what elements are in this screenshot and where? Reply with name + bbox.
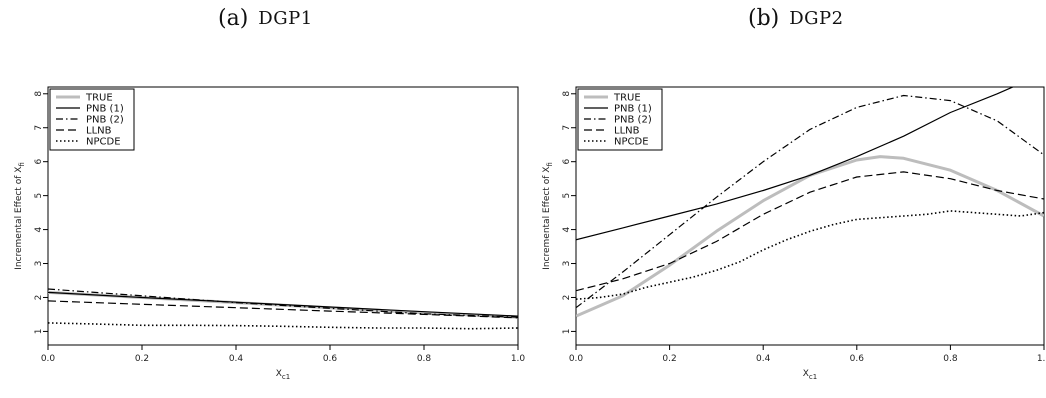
- chart0-x-tick-label: 0.8: [417, 354, 432, 364]
- panel-a-letter: (a): [218, 5, 249, 31]
- chart0-x-tick-label: 0.0: [41, 354, 56, 364]
- chart0-y-tick-label: 2: [34, 295, 44, 301]
- chart1-y-tick-label: 4: [562, 226, 572, 232]
- chart1-y-tick-label: 8: [562, 91, 572, 97]
- chart0-y-tick-label: 1: [34, 329, 44, 335]
- chart1-x-axis-title-sub: c1: [809, 373, 817, 381]
- chart0-y-tick-label: 4: [34, 226, 44, 232]
- chart0-legend-label: TRUE: [85, 93, 113, 104]
- chart1-y-tick-label: 5: [562, 193, 572, 199]
- chart0-y-tick-label: 7: [34, 125, 44, 131]
- chart0-x-axis-title-main: X: [276, 369, 282, 379]
- chart1-x-axis-title: Xc1: [803, 369, 817, 381]
- chart0-y-tick-label: 8: [34, 91, 44, 97]
- chart0-y-tick-label: 6: [34, 159, 44, 165]
- chart1-y-tick-label: 3: [562, 261, 572, 267]
- chart0-y-tick-label: 3: [34, 261, 44, 267]
- chart1-y-axis-title: Incremental Effect of Xfi: [542, 162, 554, 270]
- chart1-series-llnb: [576, 171, 1044, 292]
- chart1-x-tick-label: 0.4: [756, 354, 771, 364]
- chart0-legend-label: LLNB: [86, 126, 112, 137]
- chart1-series-pnb-2: [576, 94, 1044, 309]
- panel-a-name: DGP1: [258, 7, 313, 29]
- chart1-series-npcde: [576, 210, 1044, 300]
- chart0-y-tick-label: 5: [34, 193, 44, 199]
- chart0-series-pnb-1: [48, 291, 518, 317]
- panel-b-name: DGP2: [789, 7, 844, 29]
- chart0-x-tick-label: 0.2: [135, 354, 149, 364]
- chart1-y-tick-label: 1: [562, 329, 572, 335]
- chart1-y-tick-label: 7: [562, 125, 572, 131]
- chart0-legend-label: PNB (1): [86, 104, 124, 115]
- chart0-x-axis-title-sub: c1: [282, 373, 290, 381]
- chart0-legend-label: NPCDE: [86, 137, 121, 148]
- chart1-x-tick-label: 0.2: [662, 354, 676, 364]
- chart1-x-tick-label: 0.0: [569, 354, 584, 364]
- chart1-y-axis-title-sub: fi: [546, 162, 554, 166]
- chart1-series-true: [576, 155, 1044, 318]
- chart0-plot-frame: [47, 86, 519, 346]
- chart1-y-tick-label: 2: [562, 295, 572, 301]
- chart1-legend-label: TRUE: [613, 93, 641, 104]
- chart0-y-axis-title-main: Incremental Effect of X: [14, 167, 24, 270]
- chart0-y-axis-title: Incremental Effect of Xfi: [14, 162, 26, 270]
- panel-a-caption: (a) DGP1: [218, 0, 313, 36]
- chart1-x-tick-label: 0.6: [850, 354, 865, 364]
- chart1-x-axis-title-main: X: [803, 369, 809, 379]
- chart0-x-tick-label: 0.6: [323, 354, 338, 364]
- panel-b-letter: (b): [748, 5, 780, 31]
- chart0-legend-label: PNB (2): [86, 115, 124, 126]
- chart1-legend-label: PNB (2): [614, 115, 652, 126]
- panel-b-caption: (b) DGP2: [748, 0, 844, 36]
- chart1-legend-label: PNB (1): [614, 104, 652, 115]
- chart1-y-tick-label: 6: [562, 159, 572, 165]
- chart0-y-axis-title-sub: fi: [18, 162, 26, 166]
- chart1-legend-box: [577, 88, 663, 151]
- chart1-legend-label: NPCDE: [614, 137, 649, 148]
- chart1-y-axis-title-main: Incremental Effect of X: [542, 167, 552, 270]
- chart1-x-tick-label: 1.0: [1037, 354, 1046, 364]
- chart0-legend-box: [49, 88, 135, 151]
- chart0-x-tick-label: 0.4: [229, 354, 244, 364]
- chart0-series-llnb: [48, 300, 518, 319]
- chart1-series-pnb-1: [576, 87, 1015, 241]
- chart1-x-tick-label: 0.8: [943, 354, 958, 364]
- chart0-x-axis-title: Xc1: [276, 369, 290, 381]
- chart0-x-tick-label: 1.0: [511, 354, 526, 364]
- chart1-legend-label: LLNB: [614, 126, 640, 137]
